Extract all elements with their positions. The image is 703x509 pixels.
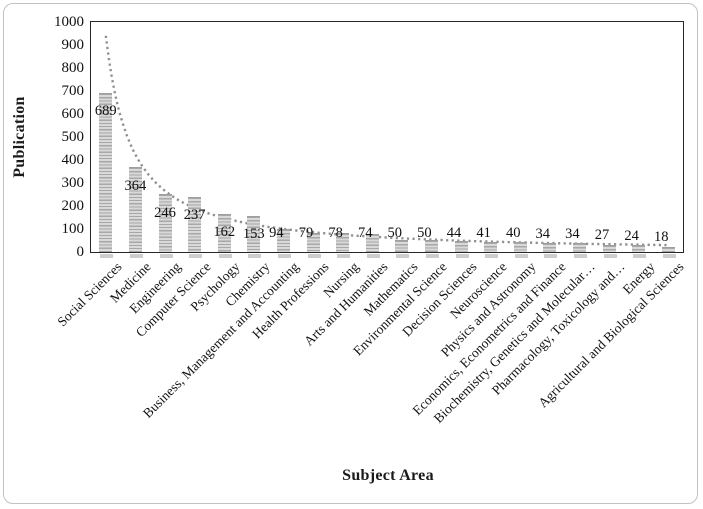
bar — [513, 241, 527, 252]
x-axis-tick — [573, 253, 587, 258]
y-tick-label: 800 — [61, 60, 85, 76]
bar — [602, 244, 616, 252]
y-tick-label: 200 — [61, 198, 85, 214]
bar — [365, 233, 379, 252]
bar-value-label: 24 — [624, 227, 639, 244]
x-axis-tick — [277, 253, 291, 258]
trendline-curve — [104, 35, 669, 247]
bar — [217, 213, 231, 252]
bar — [247, 215, 261, 252]
y-tick-label: 700 — [61, 83, 85, 99]
bar — [632, 245, 646, 252]
bar — [661, 246, 675, 252]
bar-value-label: 40 — [505, 224, 521, 241]
bar-value-label: 50 — [417, 224, 432, 241]
x-axis-tick — [485, 253, 499, 258]
x-axis-tick — [396, 253, 410, 258]
bar — [484, 241, 498, 252]
y-tick-label: 1000 — [54, 14, 84, 30]
bar-value-label: 364 — [124, 177, 147, 194]
x-axis-tick — [366, 253, 380, 258]
y-tick-label: 400 — [61, 152, 85, 168]
bar-value-label: 34 — [565, 225, 580, 242]
bar — [128, 167, 142, 252]
figure-border — [3, 3, 698, 504]
x-axis-tick — [248, 253, 262, 258]
y-tick-label: 300 — [61, 175, 85, 191]
bar — [543, 243, 557, 252]
bar-value-label: 162 — [213, 224, 236, 241]
bar-value-label: 79 — [298, 224, 314, 241]
x-axis-tick — [189, 253, 203, 258]
bar — [336, 233, 350, 252]
bar-value-label: 44 — [446, 224, 462, 241]
bar-value-label: 78 — [328, 224, 343, 241]
bar-value-label: 94 — [269, 224, 284, 241]
bar-value-label: 27 — [594, 227, 610, 244]
x-axis-title: Subject Area — [342, 467, 434, 484]
y-tick-label: 100 — [61, 221, 85, 237]
x-axis-tick — [129, 253, 143, 258]
x-axis-tick — [662, 253, 676, 258]
bar — [276, 229, 290, 252]
x-axis-tick — [100, 253, 114, 258]
bar-value-label: 153 — [242, 226, 265, 243]
x-axis-tick — [425, 253, 439, 258]
bar — [99, 92, 113, 252]
y-tick-label: 500 — [61, 129, 85, 145]
bar-value-label: 41 — [476, 224, 491, 241]
y-tick-label: 600 — [61, 106, 85, 122]
bar — [454, 240, 468, 252]
x-axis-tick — [455, 253, 469, 258]
bar — [424, 239, 438, 252]
y-tick-label: 0 — [76, 244, 85, 260]
bar-value-label: 689 — [94, 103, 117, 120]
y-axis-title: Publication — [11, 96, 28, 178]
bar-value-label: 237 — [183, 206, 206, 223]
bar-value-label: 18 — [653, 229, 669, 246]
bar-value-label: 50 — [387, 224, 403, 241]
x-axis-tick — [307, 253, 321, 258]
x-axis-tick — [603, 253, 617, 258]
bar — [306, 232, 320, 252]
x-axis-tick — [337, 253, 351, 258]
x-axis-tick — [633, 253, 647, 258]
bar — [158, 194, 172, 252]
x-axis-tick — [159, 253, 173, 258]
x-axis-tick — [514, 253, 528, 258]
bar-value-label: 74 — [357, 224, 373, 241]
plot-area: 689 364 246 237 162 153 94 79 78 74 50 50 44 41 40 34 34… — [90, 21, 684, 253]
y-tick-label: 900 — [61, 37, 85, 53]
bar — [188, 196, 202, 252]
bar — [395, 239, 409, 252]
x-axis-tick — [218, 253, 232, 258]
bar — [572, 243, 586, 252]
x-axis-tick — [544, 253, 558, 258]
bar-value-label: 246 — [154, 204, 176, 221]
bar-value-label: 34 — [535, 225, 551, 242]
